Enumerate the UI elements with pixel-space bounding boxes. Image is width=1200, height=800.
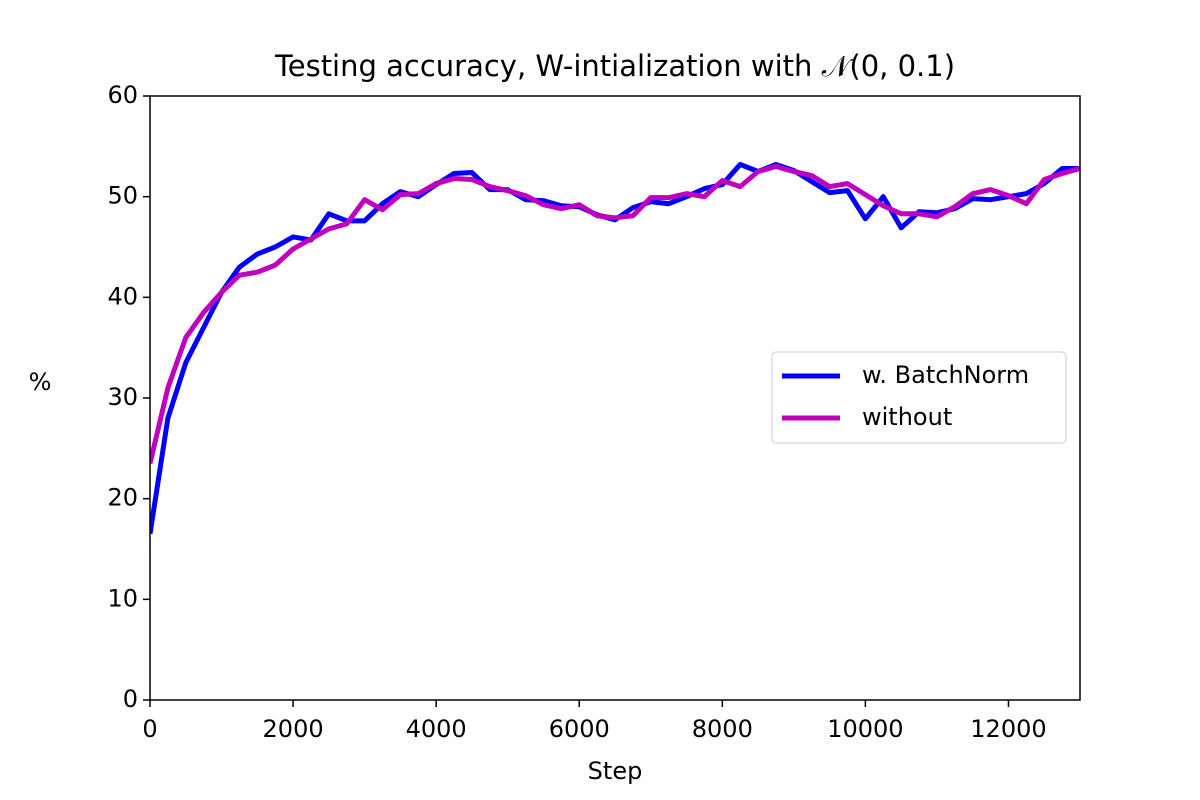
- chart-title: Testing accuracy, W-intialization with 𝒩…: [274, 49, 955, 83]
- y-tick-label: 40: [107, 282, 138, 310]
- y-tick-label: 30: [107, 383, 138, 411]
- x-tick-label: 4000: [406, 715, 467, 743]
- series-line: [150, 163, 1080, 465]
- y-tick-label: 60: [107, 81, 138, 109]
- x-axis-label: Step: [588, 757, 643, 785]
- legend-box: [771, 351, 1067, 444]
- x-tick-label: 12000: [970, 715, 1046, 743]
- x-tick-label: 8000: [692, 715, 753, 743]
- y-tick-label: 0: [123, 685, 138, 713]
- y-tick-label: 20: [107, 484, 138, 512]
- legend-label: without: [862, 403, 952, 431]
- y-tick-label: 50: [107, 182, 138, 210]
- x-tick-label: 10000: [827, 715, 903, 743]
- plot-frame: [149, 95, 1081, 701]
- y-axis-label: %: [29, 368, 52, 396]
- y-tick-label: 10: [107, 584, 138, 612]
- legend-label: w. BatchNorm: [862, 361, 1029, 389]
- x-tick-label: 0: [142, 715, 157, 743]
- x-tick-label: 2000: [263, 715, 324, 743]
- x-tick-label: 6000: [549, 715, 610, 743]
